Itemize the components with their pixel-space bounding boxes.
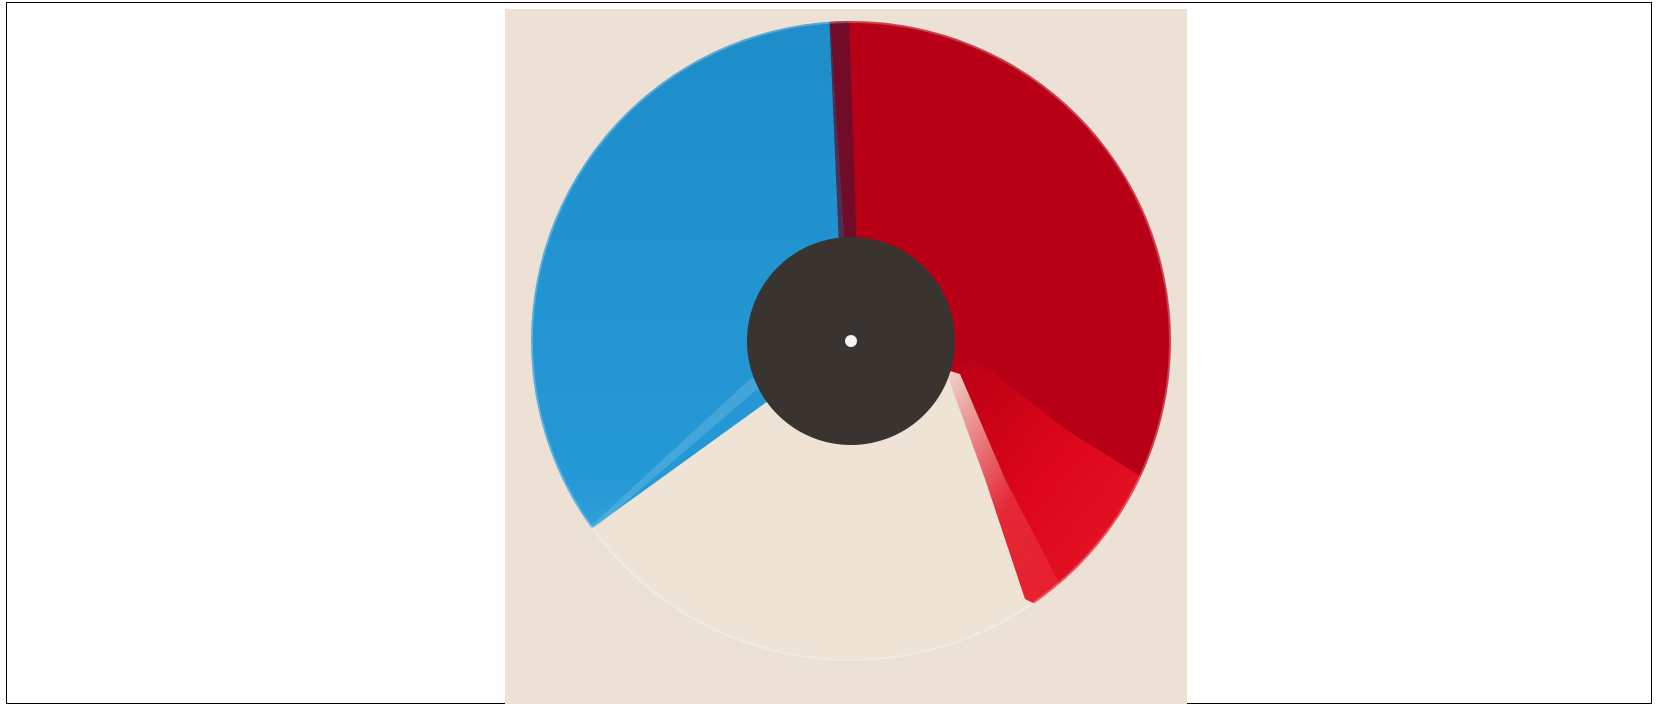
spindle-hole [845, 335, 857, 347]
disc-blue-fade [577, 341, 851, 539]
disc-rim [531, 21, 1171, 661]
disc-bright-red-streak [945, 359, 1145, 609]
photo [505, 9, 1187, 704]
vinyl-record-graphic [531, 21, 1171, 661]
image-frame [6, 2, 1652, 704]
